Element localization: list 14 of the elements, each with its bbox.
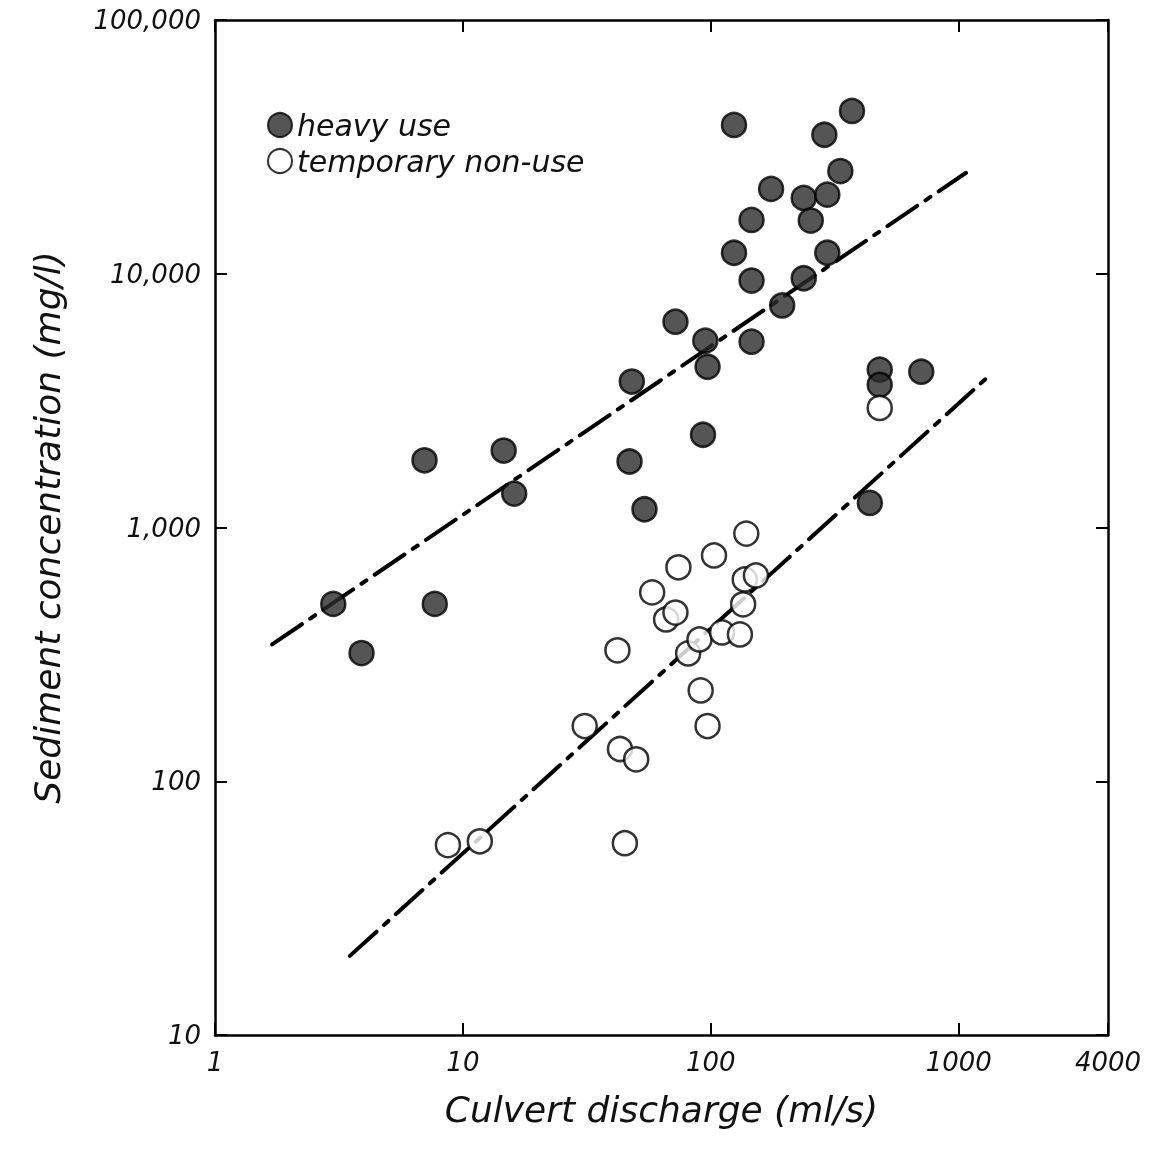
y-tick-label: 10,000 bbox=[110, 258, 201, 289]
x-tick-label: 10 bbox=[446, 1047, 480, 1077]
x-tick-label: 4000 bbox=[1074, 1047, 1142, 1077]
legend-label: temporary non-use bbox=[297, 143, 585, 179]
y-tick-label: 1,000 bbox=[126, 512, 201, 543]
y-tick-label: 100,000 bbox=[93, 5, 201, 35]
x-tick-label: 1 bbox=[206, 1047, 224, 1077]
x-tick-label: 1000 bbox=[925, 1047, 992, 1077]
x-tick-label: 100 bbox=[686, 1047, 736, 1077]
y-tick-label: 10 bbox=[167, 1020, 201, 1050]
legend-label: heavy use bbox=[297, 107, 451, 143]
y-tick-label: 100 bbox=[151, 766, 201, 797]
x-axis-title: Culvert discharge (ml/s) bbox=[444, 1088, 879, 1130]
y-axis-title: Sediment concentration (mg/l) bbox=[26, 251, 68, 804]
